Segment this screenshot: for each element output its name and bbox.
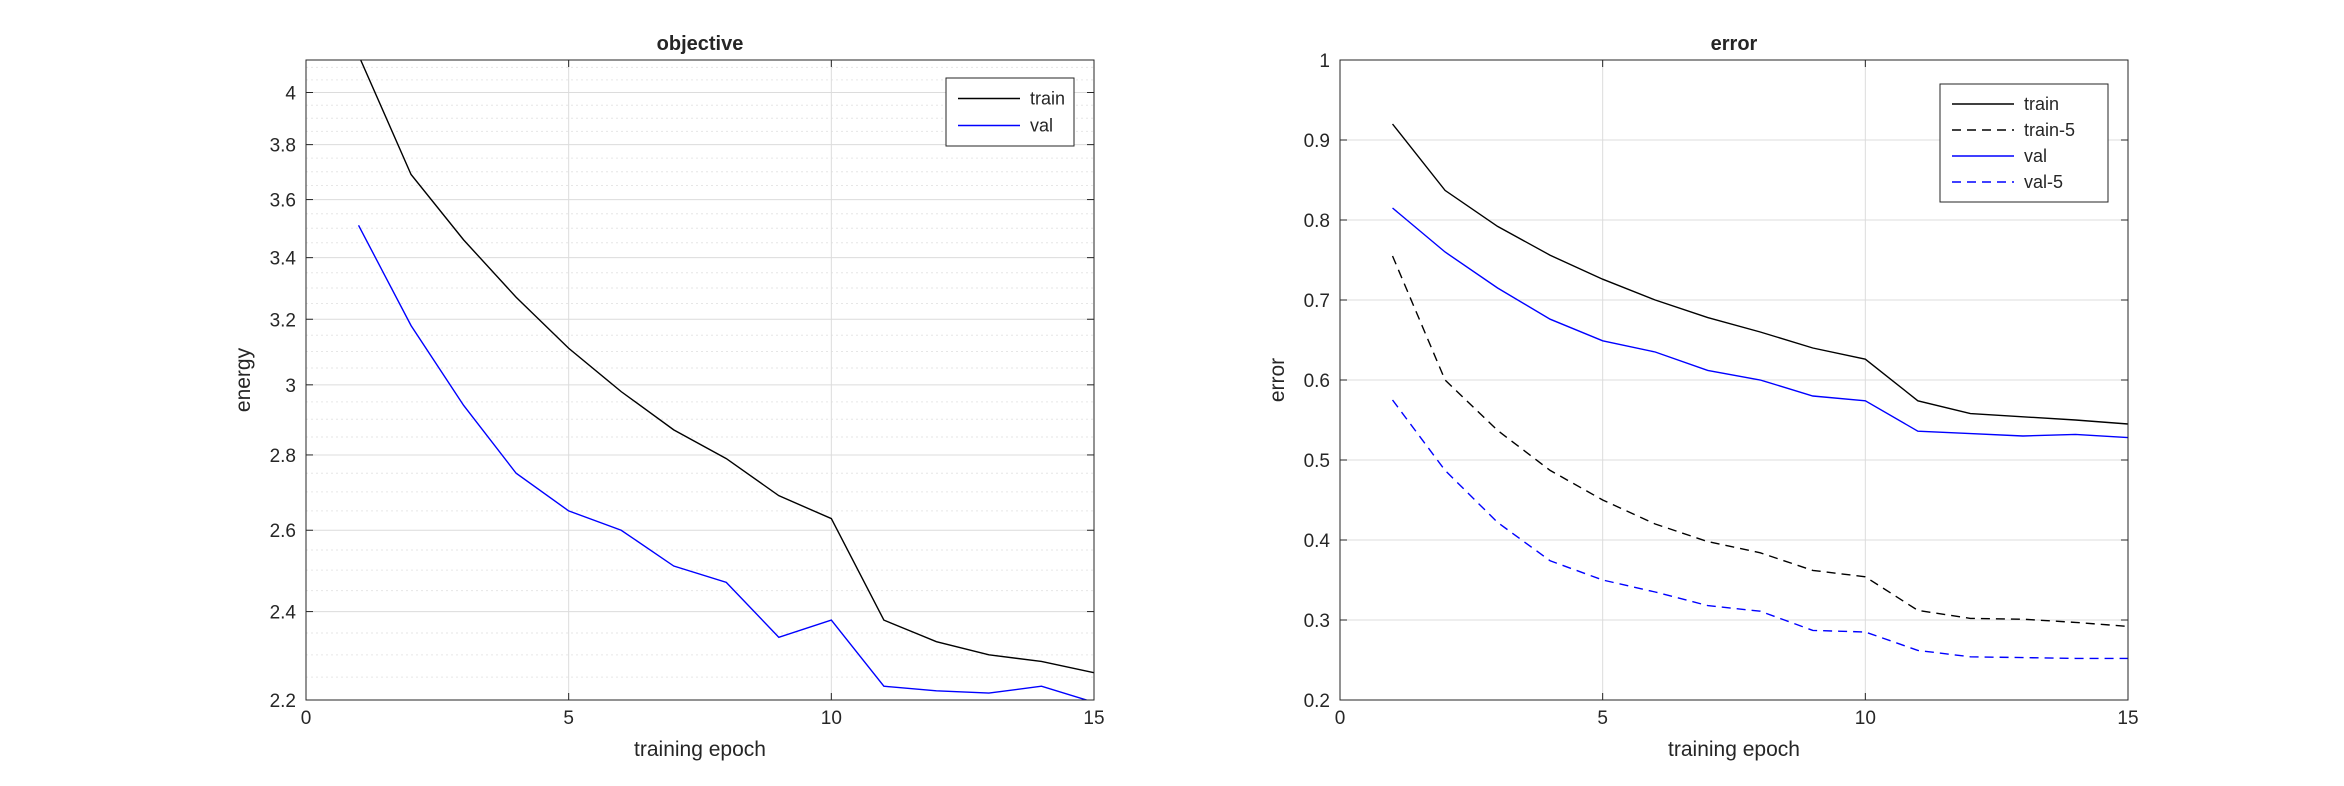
y-tick-label: 3.8: [270, 136, 296, 157]
legend-label-train: train: [2024, 94, 2059, 114]
legend-label-train-5: train-5: [2024, 120, 2075, 140]
y-tick-label: 3.2: [270, 310, 296, 331]
x-tick-label: 15: [1083, 708, 1104, 729]
y-tick-label: 3.4: [270, 249, 297, 270]
x-tick-label: 15: [2117, 708, 2138, 729]
series-line-train: [1391, 123, 2128, 425]
series-line-train-5: [1391, 255, 2128, 628]
chart-title: objective: [657, 33, 744, 55]
series-lines: [357, 60, 1094, 700]
y-tick-label: 0.4: [1304, 531, 1331, 552]
series-line-train: [359, 60, 1094, 674]
y-tick-label: 0.8: [1304, 211, 1330, 232]
subplot-1: 0 5 10 15 2.2 2.4 2.6 2.8 3 3.2 3.4 3.6 3.8 4 objectiv…: [232, 33, 1105, 761]
y-tick-label: 3: [285, 376, 296, 397]
legend-label-val: val: [1030, 116, 1053, 136]
plot-area: [306, 60, 1094, 700]
x-tick-label: 5: [563, 708, 574, 729]
subplot-2: 0 5 10 15 0.2 0.3 0.4 0.5 0.6 0.7 0.8 0.9 1 error trai…: [1266, 33, 2139, 761]
x-tick-label: 10: [821, 708, 842, 729]
y-tick-label: 0.5: [1304, 451, 1330, 472]
y-tick-label: 4: [285, 84, 296, 105]
y-tick-label: 2.4: [270, 603, 297, 624]
chart-title: error: [1711, 33, 1758, 55]
series-line-val: [357, 224, 1089, 700]
legend: train val: [945, 77, 1075, 147]
series-lines: [1391, 123, 2128, 660]
series-line-val-5: [1391, 399, 2128, 660]
legend-box: [945, 77, 1075, 147]
series-line-val: [1392, 207, 2128, 439]
legend-label-val-5: val-5: [2024, 172, 2063, 192]
x-tick-label: 5: [1597, 708, 1608, 729]
y-tick-label: 3.6: [270, 191, 296, 212]
x-axis-label: training epoch: [1668, 738, 1800, 761]
legend: train train-5 val val-5: [1939, 83, 2109, 203]
y-tick-label: 0.7: [1304, 291, 1330, 312]
legend-label-train: train: [1030, 89, 1065, 109]
x-tick-label: 10: [1855, 708, 1876, 729]
y-tick-label: 2.6: [270, 521, 296, 542]
y-tick-label: 2.8: [270, 446, 296, 467]
x-tick-label: 0: [1335, 708, 1346, 729]
legend-label-val: val: [2024, 146, 2047, 166]
y-tick-label: 0.2: [1304, 691, 1330, 712]
x-tick-label: 0: [301, 708, 312, 729]
axes-box: [305, 59, 1095, 701]
y-tick-label: 0.9: [1304, 131, 1330, 152]
y-tick-label: 0.3: [1304, 611, 1330, 632]
y-tick-label: 1: [1319, 51, 1330, 72]
x-axis-label: training epoch: [634, 738, 766, 761]
y-tick-label: 2.2: [270, 691, 296, 712]
y-axis-label: energy: [232, 347, 255, 412]
y-axis-label: error: [1266, 358, 1289, 402]
y-tick-label: 0.6: [1304, 371, 1330, 392]
